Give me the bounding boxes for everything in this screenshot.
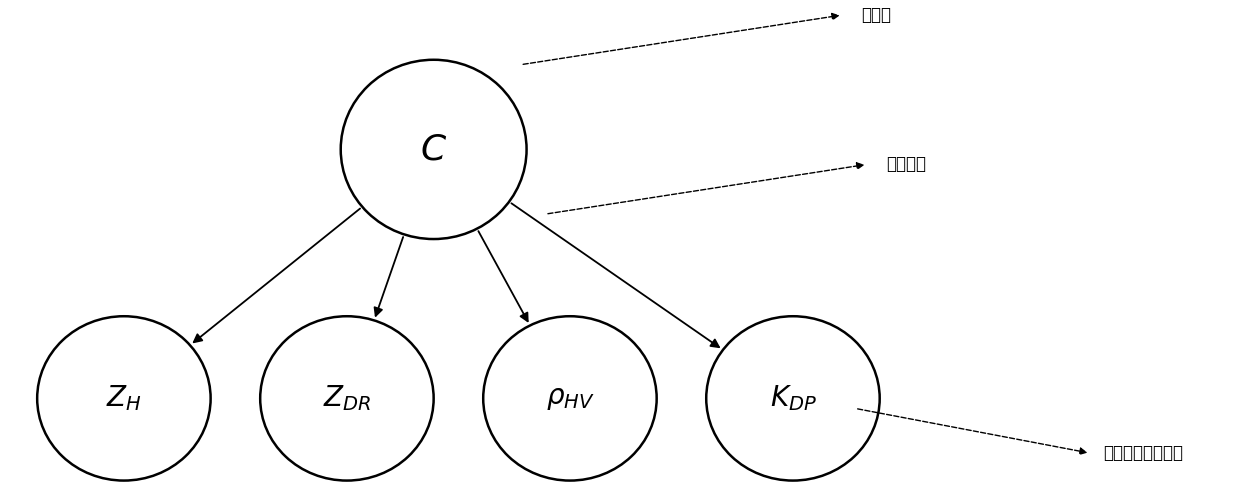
Text: $Z_{H}$: $Z_{H}$ (107, 383, 141, 413)
Text: 偏振参量属性节点: 偏振参量属性节点 (1103, 444, 1183, 462)
Text: 有向线段: 有向线段 (886, 155, 926, 173)
Text: $\rho_{HV}$: $\rho_{HV}$ (545, 384, 595, 412)
Text: $C$: $C$ (420, 132, 447, 166)
Text: 类节点: 类节点 (861, 6, 891, 24)
Text: $Z_{DR}$: $Z_{DR}$ (323, 383, 370, 413)
Text: $K_{DP}$: $K_{DP}$ (769, 383, 817, 413)
